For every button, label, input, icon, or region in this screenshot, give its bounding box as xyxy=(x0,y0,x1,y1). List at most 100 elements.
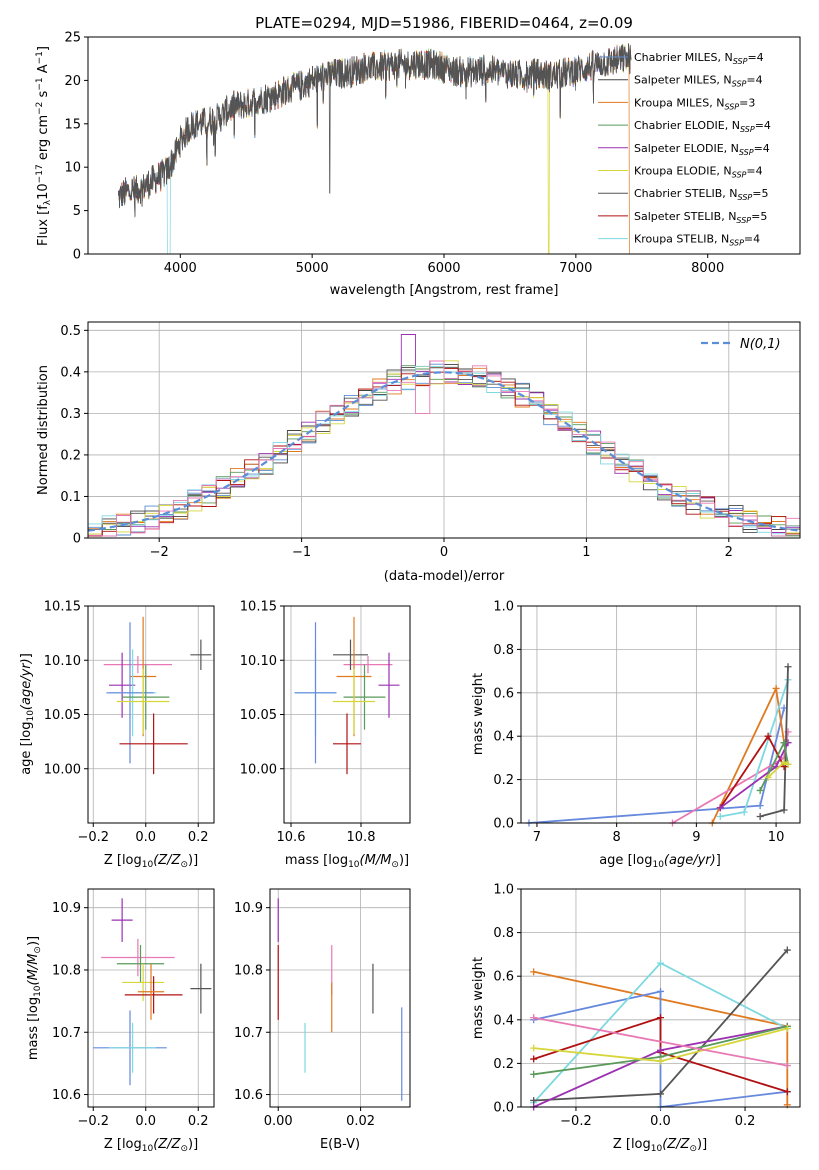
weight-marker-C_STELIB xyxy=(780,806,788,814)
legend-label: Chabrier ELODIE, NSSP=4 xyxy=(634,119,771,134)
weight_vs_age-xlabel: age [log10(age/yr)] xyxy=(599,853,721,870)
weight_vs_age-xlabel-part: ] xyxy=(716,853,721,868)
legend-subscript: SSP xyxy=(738,193,753,202)
y-tick-label: 0.4 xyxy=(493,1013,514,1028)
y-tick-label: 0.5 xyxy=(60,324,81,339)
weight-marker-K_ELODIE xyxy=(530,1044,538,1052)
weight-marker-K_ELODIE xyxy=(764,773,772,781)
x-tick-label: 8000 xyxy=(691,261,724,276)
y-tick-label: 1.0 xyxy=(493,883,514,898)
weight-marker-S_STELIB xyxy=(783,1088,791,1096)
mass_vs_ebv-xlabel: E(B-V) xyxy=(320,1137,360,1152)
legend-value: =4 xyxy=(744,233,760,246)
ylabel-sub: λ xyxy=(43,199,53,205)
age_vs_Z-ylabel-sub: 10 xyxy=(26,710,36,722)
legend-subscript: SSP xyxy=(739,148,754,157)
age_vs_mass-xlabel-sub: 10 xyxy=(348,860,360,870)
mass_vs_Z-frame xyxy=(87,888,215,1108)
weight-marker-C_STELIB xyxy=(530,1096,538,1104)
age_vs_Z-ylabel-part: (age/yr) xyxy=(19,658,34,710)
age_vs_Z-ylabel: age [log10(age/yr)] xyxy=(19,653,36,775)
weight-marker-K_STELIB xyxy=(740,808,748,816)
spectrum-axes: 4000 5000 6000 7000 8000 0 5 10 15 20 25 wavelength… xyxy=(35,31,801,298)
weight-marker-S_ELODIE xyxy=(657,1046,664,1054)
weight-marker-pink xyxy=(530,1014,538,1022)
age_vs_Z-ylabel-part: ] xyxy=(19,653,34,658)
weight_vs_Z-xlabel: Z [log10(Z/Z⊙)] xyxy=(613,1137,707,1154)
y-tick-label: 10.8 xyxy=(234,963,263,978)
residuals-xlabel: (data-model)/error xyxy=(384,569,505,584)
weight-marker-S_STELIB xyxy=(764,732,772,740)
weight_vs_age-xlabel-part: (age/yr) xyxy=(664,853,716,868)
legend-label: Chabrier MILES, NSSP=4 xyxy=(634,51,764,66)
x-tick-label: 0.0 xyxy=(135,1114,156,1129)
legend-label: Salpeter ELODIE, NSSP=4 xyxy=(634,142,770,157)
y-tick-label: 0.6 xyxy=(493,686,514,701)
legend-label: Kroupa STELIB, NSSP=4 xyxy=(634,233,760,248)
spectrum-line-C_STELIB xyxy=(117,44,632,218)
ylabel-sup: −1 xyxy=(35,77,45,90)
normal-legend-label: N(0,1) xyxy=(740,337,781,352)
mass_vs_Z-xlabel-part: )] xyxy=(188,1137,198,1152)
weight-marker-C_STELIB xyxy=(784,663,792,671)
ylabel-part: erg cm xyxy=(36,115,51,164)
normal-curve xyxy=(87,371,801,532)
legend-label: Chabrier STELIB, NSSP=5 xyxy=(634,187,768,202)
weight_vs_Z-axes: −0.2 0.0 0.2 0.0 0.2 0.4 0.6 0.8 1.0 Z [log10(Z/Z… xyxy=(471,883,801,1154)
legend-subscript: SSP xyxy=(740,125,755,134)
x-tick-label: 2 xyxy=(725,545,733,560)
legend-value: =3 xyxy=(739,96,755,109)
x-tick-label: −0.2 xyxy=(77,1114,109,1129)
y-tick-label: 10.15 xyxy=(240,600,277,615)
ylabel-part: A xyxy=(36,64,51,77)
mass_vs_Z-xlabel-part: (Z/Z xyxy=(153,1137,181,1152)
spectrum-ylabel: Flux [fλ10−17 erg cm−2 s−1 A−1] xyxy=(35,46,53,246)
mass_vs_Z-ylabel-sub: 10 xyxy=(33,985,43,997)
legend-subscript: SSP xyxy=(736,216,751,225)
weight_vs_age-xlabel-sub: 10 xyxy=(652,860,664,870)
age_vs_Z-frame xyxy=(87,605,215,824)
age_vs_Z-xlabel-part: (Z/Z xyxy=(153,853,181,868)
weight-marker-S_ELODIE xyxy=(716,804,724,812)
x-tick-label: 5000 xyxy=(296,261,329,276)
weight-marker-blue xyxy=(657,987,664,995)
weight-marker-C_ELODIE xyxy=(530,1070,538,1078)
x-tick-label: 1 xyxy=(582,545,590,560)
age_vs_Z-xlabel-sub: ⊙ xyxy=(180,860,188,870)
legend-value: =4 xyxy=(755,119,771,132)
y-tick-label: 10.15 xyxy=(44,600,81,615)
ylabel-part: ] xyxy=(36,46,51,51)
weight-marker-K_MILES xyxy=(772,684,780,692)
mass_vs_Z-xlabel-sub: ⊙ xyxy=(180,1144,188,1154)
residuals-frame xyxy=(87,321,801,539)
y-tick-label: 10.9 xyxy=(234,901,263,916)
y-tick-label: 0.8 xyxy=(493,643,514,658)
x-tick-label: 0.2 xyxy=(188,1114,209,1129)
x-tick-label: −0.2 xyxy=(77,830,109,845)
y-tick-label: 10.10 xyxy=(44,654,81,669)
age_vs_Z-xlabel-part: )] xyxy=(188,853,198,868)
y-tick-label: 0 xyxy=(73,532,81,547)
y-tick-label: 20 xyxy=(64,74,81,89)
y-tick-label: 0.0 xyxy=(493,817,514,832)
residuals-ylabel: Normed distribution xyxy=(36,365,51,495)
y-tick-label: 0.3 xyxy=(60,407,81,422)
weight-marker-C_STELIB xyxy=(657,1090,664,1098)
y-tick-label: 10.6 xyxy=(234,1088,263,1103)
legend-value: =4 xyxy=(754,142,770,155)
y-tick-label: 10.10 xyxy=(240,654,277,669)
x-tick-label: 6000 xyxy=(427,261,460,276)
weight-marker-K_ELODIE xyxy=(783,1025,791,1033)
x-tick-label: 0.2 xyxy=(188,830,209,845)
y-tick-label: 10.7 xyxy=(234,1026,263,1041)
y-tick-label: 0.2 xyxy=(60,448,81,463)
legend-subscript: SSP xyxy=(729,239,744,248)
ylabel-sup: −1 xyxy=(35,51,45,64)
y-tick-label: 10.9 xyxy=(52,901,81,916)
y-tick-label: 10.05 xyxy=(240,708,277,723)
ylabel-sup: −17 xyxy=(35,164,45,183)
y-tick-label: 10.00 xyxy=(44,762,81,777)
y-tick-label: 10.05 xyxy=(44,708,81,723)
y-tick-label: 0.4 xyxy=(60,365,81,380)
